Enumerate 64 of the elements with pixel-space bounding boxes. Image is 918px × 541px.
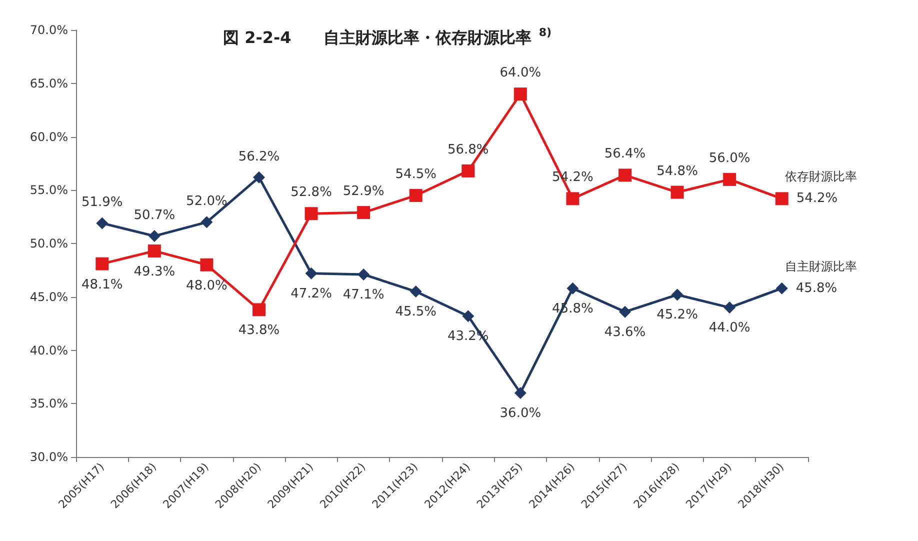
point — [357, 206, 370, 220]
data-label: 49.3% — [134, 264, 176, 280]
y-tick-label: 65.0% — [30, 76, 68, 90]
point — [618, 168, 632, 182]
y-tick-label: 30.0% — [30, 450, 68, 464]
point — [200, 258, 214, 272]
data-label: 48.1% — [81, 277, 123, 292]
point — [566, 282, 579, 294]
point — [96, 257, 109, 270]
point — [304, 207, 318, 220]
point — [148, 244, 161, 258]
y-tick-label: 55.0% — [30, 183, 68, 198]
data-label: 54.2% — [796, 191, 838, 206]
data-label: 45.5% — [395, 304, 437, 320]
point — [776, 282, 788, 294]
series-label: 自主財源比率 — [784, 259, 857, 274]
y-tick-label: 35.0% — [30, 396, 68, 411]
y-tick-label: 45.0% — [30, 290, 68, 304]
data-label: 56.0% — [708, 150, 750, 166]
point — [462, 164, 475, 178]
series-label: 依存財源比率 — [784, 170, 857, 184]
data-label: 52.9% — [342, 184, 384, 200]
data-label: 48.0% — [186, 278, 228, 294]
data-label: 43.6% — [604, 324, 646, 340]
data-label: 51.9% — [81, 195, 123, 210]
data-label: 52.0% — [186, 194, 228, 210]
data-label: 54.5% — [395, 166, 437, 182]
y-tick-label: 50.0% — [30, 236, 68, 250]
point — [409, 188, 422, 202]
point — [566, 192, 580, 206]
point — [358, 268, 370, 280]
point — [253, 171, 265, 184]
data-label: 44.0% — [708, 320, 750, 336]
data-label: 43.8% — [238, 323, 280, 338]
data-label: 56.2% — [238, 149, 280, 164]
point — [305, 267, 318, 280]
data-label: 45.8% — [796, 280, 838, 296]
data-label: 64.0% — [500, 66, 542, 81]
data-label: 56.4% — [604, 146, 646, 162]
data-label: 52.8% — [290, 185, 332, 200]
data-label: 45.2% — [656, 308, 698, 323]
point — [96, 217, 108, 230]
point — [200, 216, 213, 228]
data-label: 36.0% — [500, 406, 542, 421]
point — [670, 186, 684, 199]
point — [619, 306, 631, 318]
point — [148, 230, 160, 242]
point — [514, 386, 526, 399]
point — [410, 286, 422, 298]
chart-title: 図 2-2-4 自主財源比率・依存財源比率 8) — [223, 26, 552, 47]
point — [723, 172, 736, 186]
y-tick-label: 60.0% — [30, 130, 68, 144]
point — [724, 302, 736, 314]
point — [671, 288, 684, 301]
point — [462, 310, 474, 322]
point — [514, 88, 527, 101]
data-label: 50.7% — [134, 208, 176, 224]
data-label: 47.2% — [290, 286, 332, 302]
y-tick-label: 40.0% — [30, 343, 68, 358]
point — [252, 303, 266, 316]
data-label: 54.8% — [656, 164, 698, 179]
y-tick-label: 70.0% — [30, 23, 68, 37]
point — [775, 192, 788, 206]
data-label: 47.1% — [342, 287, 384, 302]
